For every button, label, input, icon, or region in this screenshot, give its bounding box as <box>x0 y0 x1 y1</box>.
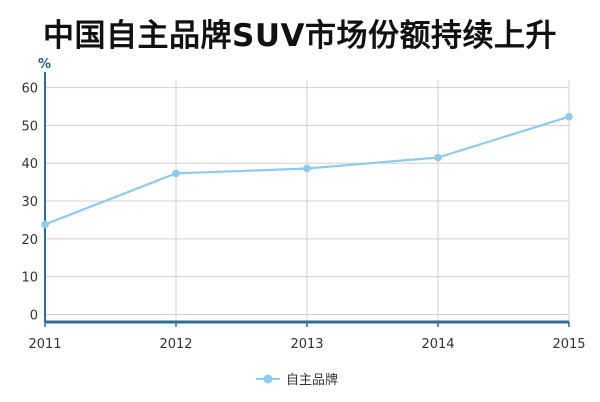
x-tick-label: 2011 <box>28 337 61 352</box>
x-tick-label: 2012 <box>159 337 192 352</box>
y-tick-label: 40 <box>21 157 38 172</box>
y-tick-label: 50 <box>21 119 38 134</box>
data-point[interactable] <box>41 220 49 229</box>
y-tick-label: 10 <box>21 271 38 286</box>
y-tick-label: 0 <box>30 308 38 323</box>
x-tick-label: 2013 <box>290 337 323 352</box>
x-tick-label: 2015 <box>552 337 585 352</box>
grid-lines <box>45 80 570 322</box>
series-layer <box>41 112 573 229</box>
data-point[interactable] <box>172 169 180 178</box>
data-point[interactable] <box>303 164 311 173</box>
chart-title: 中国自主品牌SUV市场份额持续上升 <box>43 18 557 54</box>
y-tick-label: 60 <box>21 82 38 97</box>
y-tick-label: 30 <box>21 195 38 210</box>
y-axis-unit: % <box>38 57 51 72</box>
x-tick-labels: 2011 2012 2013 2014 2015 <box>28 337 585 352</box>
data-point[interactable] <box>434 153 442 162</box>
legend-label: 自主品牌 <box>286 372 338 388</box>
y-tick-label: 20 <box>21 233 38 248</box>
legend-marker-icon <box>263 374 273 384</box>
x-tick-label: 2014 <box>421 337 454 352</box>
data-point[interactable] <box>565 112 573 121</box>
axes <box>44 72 570 327</box>
legend[interactable]: 自主品牌 <box>256 372 338 388</box>
y-tick-labels: 0 10 20 30 40 50 60 <box>21 82 38 324</box>
